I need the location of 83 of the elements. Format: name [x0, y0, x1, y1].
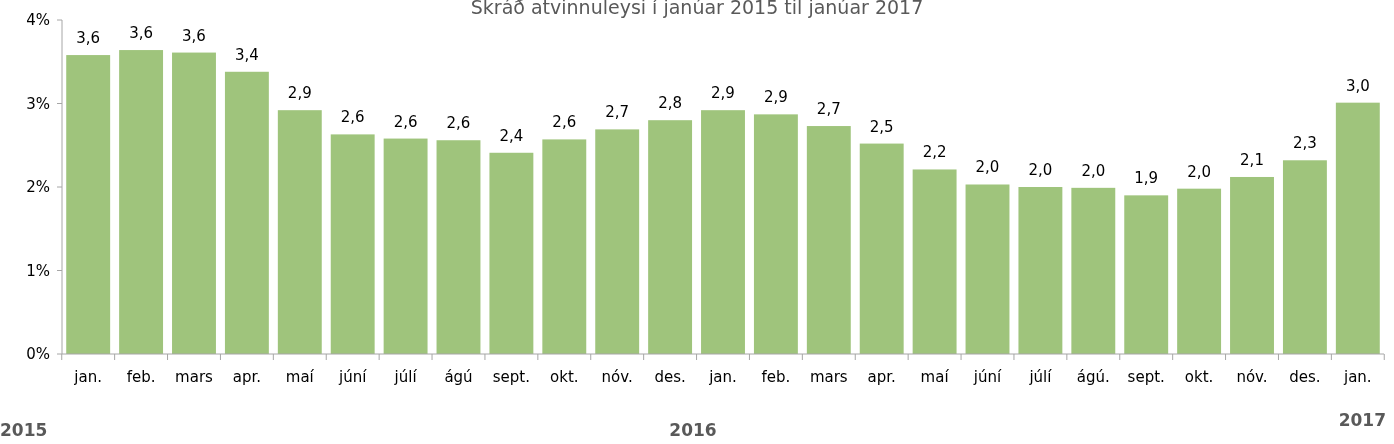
- data-label: 3,6: [182, 26, 206, 45]
- x-tick-label: sept.: [1127, 368, 1165, 386]
- text: 2017: [1338, 410, 1386, 430]
- x-tick-label: nóv.: [1236, 368, 1268, 386]
- data-label: 1,9: [1134, 169, 1159, 188]
- bar: [172, 52, 216, 354]
- bar: [1177, 188, 1222, 354]
- data-label: 2,6: [552, 113, 577, 132]
- bar: [489, 152, 534, 354]
- x-tick-label: sept.: [492, 368, 530, 386]
- x-tick-label: feb.: [761, 368, 791, 386]
- bar: [542, 139, 587, 354]
- x-tick-label: okt.: [1184, 368, 1214, 386]
- x-tick-label: jan.: [73, 368, 103, 386]
- data-label: 2,7: [605, 103, 630, 122]
- bar: [912, 169, 957, 354]
- bar: [1071, 187, 1116, 354]
- bar: [330, 134, 375, 354]
- bar: [859, 143, 904, 354]
- bar: [595, 129, 640, 354]
- bar: [965, 184, 1010, 354]
- bar: [383, 138, 428, 354]
- data-label: 2,0: [1187, 162, 1212, 181]
- data-label: 2,0: [1081, 161, 1106, 180]
- data-label: 3,6: [129, 24, 154, 43]
- data-label: 2,6: [340, 108, 365, 127]
- bar: [66, 55, 111, 354]
- data-label: 2,0: [1028, 161, 1053, 179]
- x-tick-label: apr.: [867, 368, 896, 386]
- bar: [1230, 176, 1274, 354]
- x-tick-label: júlí: [1028, 368, 1053, 386]
- bar: [277, 110, 322, 354]
- bar: [753, 114, 798, 354]
- data-label: 3,4: [234, 45, 259, 64]
- bar: [648, 120, 693, 354]
- data-label: 2,7: [816, 100, 841, 119]
- x-tick-label: júní: [338, 368, 368, 386]
- data-label: 2,9: [287, 84, 312, 103]
- bar: [1335, 102, 1380, 354]
- y-tick-label: 2%: [26, 178, 50, 197]
- data-label: 2,0: [975, 158, 1000, 177]
- x-tick-label: okt.: [550, 368, 579, 386]
- x-tick-label: mars: [809, 368, 848, 386]
- x-tick-label: apr.: [232, 368, 262, 386]
- data-label: 2,9: [763, 88, 788, 107]
- bar: [1124, 195, 1169, 354]
- x-tick-label: maí: [920, 368, 950, 386]
- x-tick-label: júlí: [393, 368, 418, 386]
- data-label: 2,1: [1240, 150, 1264, 169]
- y-tick-label: 4%: [26, 11, 50, 30]
- x-tick-label: nóv.: [601, 368, 633, 386]
- x-tick-label: ágú.: [1076, 368, 1110, 386]
- x-tick-label: jan.: [708, 368, 737, 386]
- text: 2016: [669, 420, 717, 440]
- x-tick-label: des.: [1289, 368, 1321, 386]
- x-tick-label: feb.: [126, 368, 156, 386]
- data-label: 2,8: [658, 94, 683, 113]
- x-tick-label: des.: [654, 368, 686, 386]
- data-label: 2,3: [1292, 134, 1317, 153]
- data-label: 3,0: [1345, 76, 1370, 95]
- data-label: 3,6: [76, 29, 101, 48]
- bar: [1018, 187, 1063, 354]
- bar: [1282, 160, 1327, 354]
- x-tick-label: ágú: [444, 368, 473, 386]
- data-label: 2,6: [393, 112, 418, 131]
- x-tick-label: mars: [175, 368, 214, 386]
- y-tick-label: 0%: [26, 345, 50, 364]
- y-tick-label: 3%: [26, 94, 50, 113]
- bar: [701, 110, 745, 354]
- x-tick-label: jan.: [1342, 368, 1372, 386]
- y-tick-label: 1%: [26, 261, 50, 280]
- text: 2015: [0, 420, 48, 440]
- bar: [436, 140, 481, 354]
- bar: [224, 71, 269, 354]
- data-label: 2,4: [499, 126, 524, 145]
- data-label: 2,2: [922, 143, 947, 162]
- bar: [119, 50, 164, 354]
- bar: [806, 126, 851, 354]
- data-label: 2,6: [446, 114, 471, 133]
- x-tick-label: júní: [972, 368, 1003, 386]
- data-label: 2,5: [869, 117, 894, 136]
- x-tick-label: maí: [285, 368, 315, 386]
- data-label: 2,9: [711, 84, 735, 103]
